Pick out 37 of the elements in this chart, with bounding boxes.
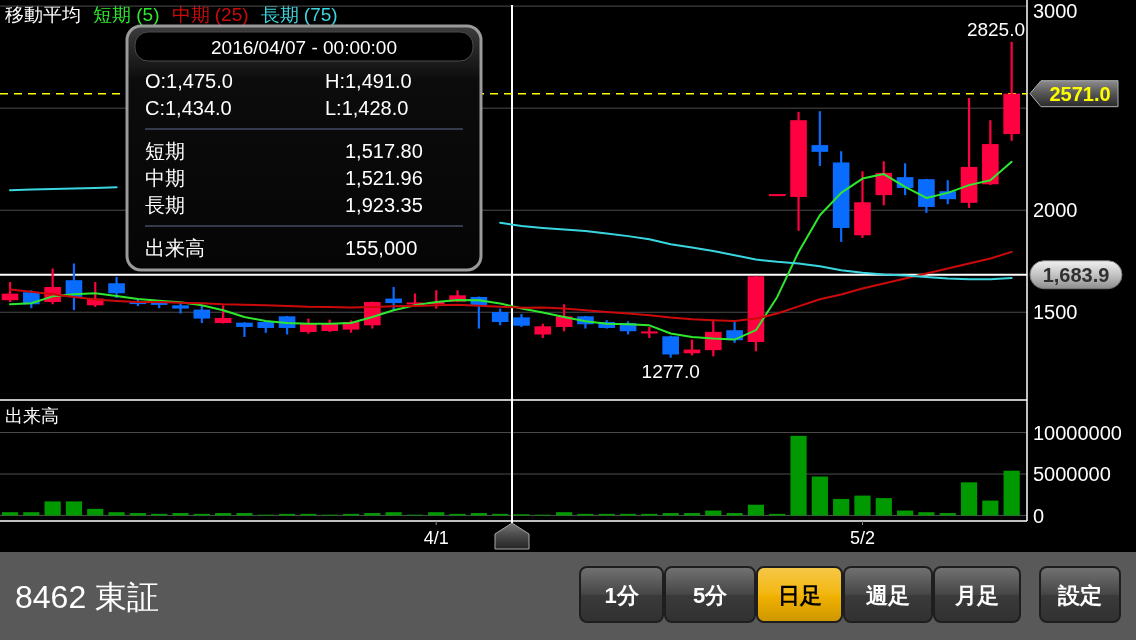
button-label: 1分 bbox=[604, 582, 639, 608]
annotation: 2825.0 bbox=[966, 19, 1025, 41]
button-label: 設定 bbox=[1058, 582, 1102, 608]
annotation: 短期 bbox=[145, 140, 185, 162]
annotation: H:1,491.0 bbox=[325, 70, 412, 92]
x-tick-label: 5/2 bbox=[849, 528, 875, 548]
title: 2016/04/07 - 00:00:00 bbox=[211, 36, 397, 58]
title: 移動平均 bbox=[5, 3, 81, 25]
legend: 長期 (75) bbox=[260, 3, 338, 25]
legend: 短期 (5) bbox=[93, 3, 160, 25]
title: 8462 東証 bbox=[15, 579, 160, 615]
annotation: 2571.0 bbox=[1049, 82, 1111, 105]
annotation: 1,521.96 bbox=[345, 167, 423, 189]
y-tick-label: 5000000 bbox=[1033, 463, 1111, 486]
button-label: 週足 bbox=[866, 582, 910, 608]
annotation: 1,923.35 bbox=[345, 194, 423, 216]
button-label: 月足 bbox=[955, 582, 999, 608]
annotation: 1,683.9 bbox=[1042, 263, 1110, 286]
annotation: C:1,434.0 bbox=[145, 97, 232, 119]
title: 出来高 bbox=[5, 406, 59, 426]
annotation: 中期 bbox=[145, 167, 185, 189]
y-tick-label: 3000 bbox=[1033, 0, 1078, 22]
annotation: 1277.0 bbox=[641, 361, 700, 383]
y-tick-label: 0 bbox=[1033, 504, 1045, 527]
y-tick-label: 1500 bbox=[1033, 301, 1078, 324]
annotation: 1,517.80 bbox=[345, 140, 423, 162]
button-label: 日足 bbox=[777, 582, 822, 608]
annotation: 155,000 bbox=[345, 237, 418, 259]
button-label: 5分 bbox=[692, 582, 728, 608]
annotation: 出来高 bbox=[145, 237, 205, 259]
legend: 中期 (25) bbox=[171, 3, 249, 25]
annotation: L:1,428.0 bbox=[325, 97, 409, 119]
y-tick-label: 10000000 bbox=[1033, 421, 1122, 444]
x-tick-label: 4/1 bbox=[423, 528, 449, 548]
y-tick-label: 2000 bbox=[1033, 199, 1078, 222]
annotation: 長期 bbox=[145, 194, 185, 216]
annotation: O:1,475.0 bbox=[145, 70, 233, 92]
